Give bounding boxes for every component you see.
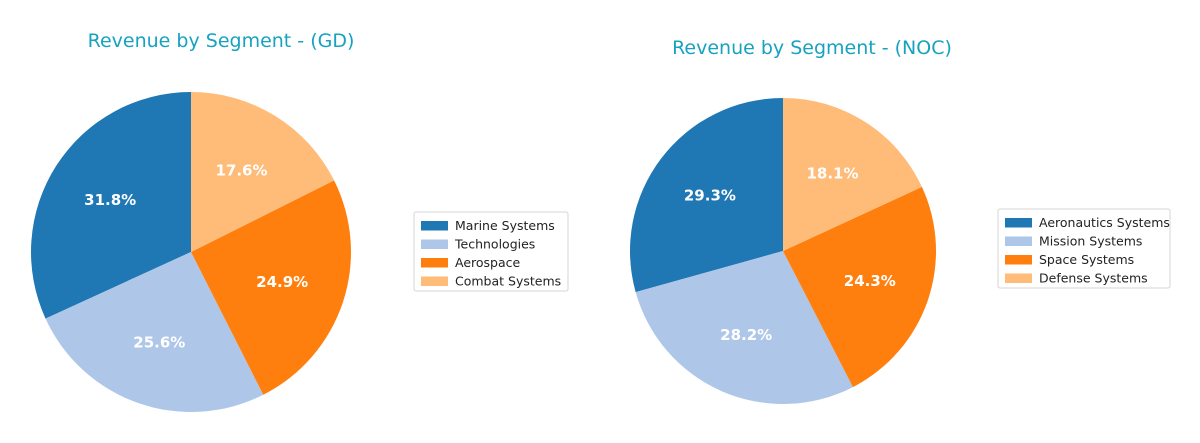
legend-swatch-space-systems bbox=[1005, 255, 1032, 265]
value-label-defense-systems: 18.1% bbox=[806, 165, 858, 183]
legend-label-aerospace: Aerospace bbox=[455, 255, 521, 270]
value-label-marine-systems: 31.8% bbox=[84, 191, 136, 209]
value-label-space-systems: 24.3% bbox=[844, 272, 896, 290]
legend-swatch-technologies bbox=[421, 239, 448, 249]
legend-label-marine-systems: Marine Systems bbox=[455, 218, 555, 233]
legend-swatch-defense-systems bbox=[1005, 273, 1032, 283]
pie-value-labels: 29.3% 28.2% 24.3% 18.1% bbox=[684, 165, 896, 344]
legend-label-aeronautics-systems: Aeronautics Systems bbox=[1039, 215, 1170, 230]
legend-label-defense-systems: Defense Systems bbox=[1039, 271, 1148, 286]
legend-swatch-mission-systems bbox=[1005, 236, 1032, 246]
chart-title: Revenue by Segment - (NOC) bbox=[672, 37, 952, 59]
value-label-combat-systems: 17.6% bbox=[215, 161, 267, 179]
chart-title: Revenue by Segment - (GD) bbox=[88, 30, 355, 52]
legend-label-mission-systems: Mission Systems bbox=[1039, 234, 1142, 249]
pie-value-labels: 31.8% 25.6% 24.9% 17.6% bbox=[84, 161, 308, 351]
pie-slices bbox=[31, 92, 351, 412]
legend-swatch-marine-systems bbox=[421, 221, 448, 231]
pie-slice-defense-systems bbox=[783, 98, 922, 251]
pie-chart-gd: Revenue by Segment - (GD) 31.8% 25.6% 24.9… bbox=[31, 30, 569, 412]
pie-slice-marine-systems bbox=[31, 92, 191, 319]
legend-frame bbox=[997, 208, 1171, 289]
legend: Aeronautics Systems Mission Systems Space … bbox=[997, 208, 1171, 289]
legend-label-technologies: Technologies bbox=[454, 237, 535, 252]
legend-swatch-aerospace bbox=[421, 258, 448, 268]
pie-slice-aerospace bbox=[191, 180, 351, 395]
value-label-aeronautics-systems: 29.3% bbox=[684, 187, 736, 205]
legend-swatch-aeronautics-systems bbox=[1005, 218, 1032, 228]
pie-slice-aeronautics-systems bbox=[630, 98, 783, 293]
value-label-technologies: 25.6% bbox=[133, 334, 185, 352]
pie-slices bbox=[630, 98, 937, 404]
value-label-aerospace: 24.9% bbox=[256, 273, 308, 291]
pie-slice-combat-systems bbox=[191, 92, 335, 252]
pie-slice-mission-systems bbox=[635, 251, 853, 404]
legend: Marine Systems Technologies Aerospace Comba… bbox=[413, 211, 569, 292]
value-label-mission-systems: 28.2% bbox=[720, 326, 772, 344]
pie-slice-space-systems bbox=[783, 186, 937, 388]
legend-label-space-systems: Space Systems bbox=[1039, 252, 1134, 267]
legend-frame bbox=[413, 211, 569, 292]
legend-label-combat-systems: Combat Systems bbox=[455, 274, 561, 289]
legend-swatch-combat-systems bbox=[421, 276, 448, 286]
pie-chart-noc: Revenue by Segment - (NOC) 29.3% 28.2% 24.… bbox=[630, 37, 1171, 404]
pie-slice-technologies bbox=[45, 252, 264, 412]
